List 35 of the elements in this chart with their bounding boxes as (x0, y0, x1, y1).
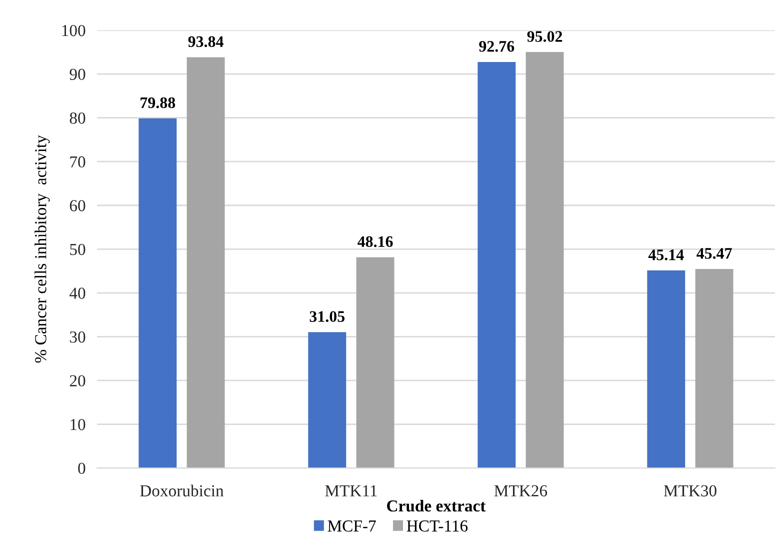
y-tick-label: 70 (70, 156, 86, 168)
data-label: 45.47 (696, 248, 732, 259)
legend-label: HCT-116 (406, 520, 468, 532)
y-tick-label: 50 (70, 244, 86, 256)
x-tick-label: MTK11 (325, 485, 377, 496)
y-axis-title: % Cancer cells inhibitory activity (34, 135, 50, 363)
y-tick-label: 30 (70, 331, 86, 343)
y-tick-label: 0 (78, 462, 86, 474)
bar (695, 268, 734, 468)
data-label: 45.14 (648, 250, 684, 260)
bar (478, 62, 516, 468)
bar (186, 57, 225, 468)
data-label: 48.16 (358, 236, 393, 248)
x-tick-label: MTK26 (494, 485, 548, 496)
y-tick-label: 90 (70, 68, 86, 80)
legend-label: MCF-7 (328, 520, 376, 532)
bar (356, 257, 394, 468)
bar (138, 118, 177, 468)
y-tick-label: 100 (62, 24, 86, 36)
x-tick-label: Doxorubicin (140, 484, 224, 496)
y-tick-label: 40 (70, 288, 86, 299)
y-tick-label: 20 (70, 375, 86, 386)
bar (526, 52, 564, 468)
data-label: 93.84 (188, 36, 224, 48)
y-tick-label: 10 (70, 418, 86, 430)
data-label: 31.05 (310, 311, 345, 322)
data-label: 79.88 (140, 97, 176, 108)
bar (308, 332, 346, 468)
x-tick-label: MTK30 (664, 485, 716, 496)
data-label: 92.76 (479, 41, 514, 52)
x-axis-title: Crude extract (387, 500, 486, 512)
y-tick-label: 60 (70, 200, 86, 212)
bar (647, 270, 686, 468)
data-label: 95.02 (527, 31, 562, 42)
y-tick-label: 80 (70, 112, 86, 124)
